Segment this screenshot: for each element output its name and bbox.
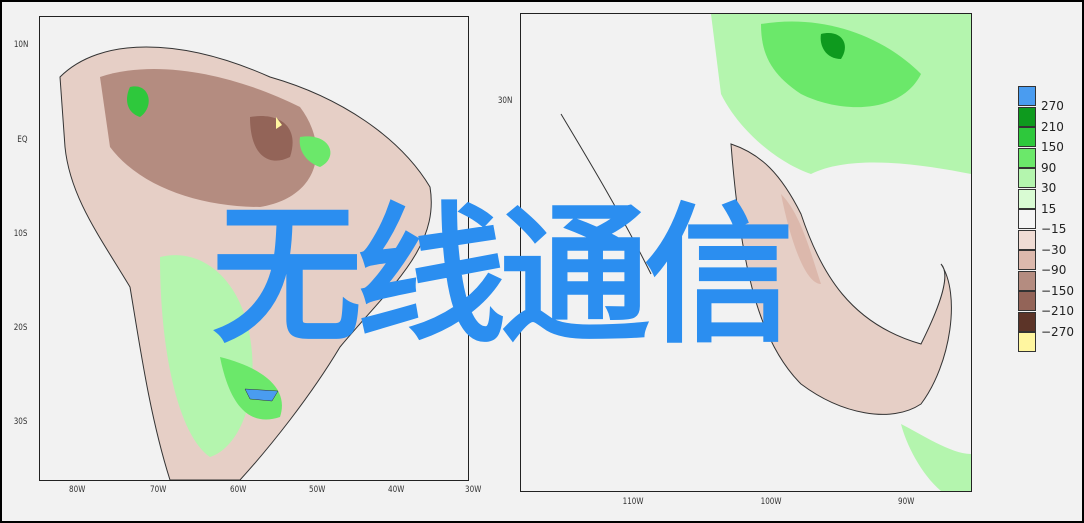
legend-label: −90 — [1041, 263, 1067, 277]
lat-label: 30N — [497, 96, 513, 106]
legend-label: −150 — [1041, 283, 1074, 298]
legend-swatch — [1018, 106, 1036, 127]
legend-label: −210 — [1041, 304, 1074, 318]
legend-swatch — [1018, 147, 1036, 168]
lon-label: 100W — [760, 497, 782, 507]
legend-swatch — [1018, 270, 1036, 291]
legend-swatch — [1018, 168, 1036, 188]
lon-label: 40W — [388, 485, 405, 495]
legend-label: 15 — [1041, 201, 1057, 216]
legend-swatch — [1018, 332, 1036, 352]
lat-label: 10S — [13, 229, 28, 239]
lon-label: 80W — [69, 485, 86, 495]
south-america-map: 10N — [39, 16, 469, 481]
legend-label: −15 — [1041, 222, 1067, 236]
lat-label: 10N — [13, 40, 29, 50]
lon-label: 70W — [150, 485, 167, 495]
legend-swatch — [1018, 250, 1036, 270]
legend-label: 270 — [1041, 99, 1064, 113]
legend-swatch — [1018, 291, 1036, 311]
lat-label: EQ — [17, 135, 28, 145]
mexico-map — [520, 13, 972, 492]
legend-swatch — [1018, 209, 1036, 229]
lat-label: 20S — [13, 323, 28, 333]
mexico-precip-field — [560, 14, 971, 491]
legend-swatch — [1018, 229, 1036, 250]
lat-label: 30S — [13, 417, 28, 427]
legend-swatch — [1018, 311, 1036, 332]
lon-label: 90W — [898, 497, 915, 507]
lon-label: 30W — [465, 485, 482, 495]
south-america-precip-field — [59, 46, 432, 480]
legend-label: 30 — [1041, 181, 1057, 195]
lon-label: 60W — [230, 485, 247, 495]
legend-swatch — [1018, 188, 1036, 209]
legend-swatch — [1018, 127, 1036, 147]
lon-label: 50W — [309, 485, 326, 495]
lon-label: 110W — [622, 497, 644, 507]
legend-label: 210 — [1041, 119, 1064, 134]
legend-label: 150 — [1041, 140, 1064, 154]
legend-swatch — [1018, 86, 1036, 106]
legend-label: −30 — [1041, 242, 1067, 257]
overlay-title: 无线通信 — [212, 190, 794, 364]
legend-label: 90 — [1041, 160, 1057, 175]
legend-label: −270 — [1041, 324, 1074, 339]
